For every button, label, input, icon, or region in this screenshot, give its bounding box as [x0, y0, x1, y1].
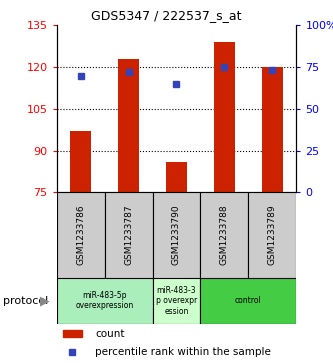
Bar	[63, 330, 82, 337]
Text: GSM1233788: GSM1233788	[220, 205, 229, 265]
Bar	[214, 42, 235, 192]
Text: percentile rank within the sample: percentile rank within the sample	[95, 347, 271, 357]
Bar	[153, 192, 200, 278]
Text: GSM1233789: GSM1233789	[268, 205, 277, 265]
Bar	[200, 192, 248, 278]
Text: GSM1233790: GSM1233790	[172, 205, 181, 265]
Bar	[166, 162, 187, 192]
Text: protocol: protocol	[3, 296, 49, 306]
Bar	[57, 192, 105, 278]
Bar	[248, 192, 296, 278]
Text: GSM1233787: GSM1233787	[124, 205, 133, 265]
Bar	[200, 278, 296, 324]
Text: miR-483-3
p overexpr
ession: miR-483-3 p overexpr ession	[156, 286, 197, 316]
Text: GSM1233786: GSM1233786	[76, 205, 85, 265]
Text: miR-483-5p
overexpression: miR-483-5p overexpression	[76, 291, 134, 310]
Bar	[105, 192, 153, 278]
Bar	[118, 59, 139, 192]
Bar	[153, 278, 200, 324]
Text: GDS5347 / 222537_s_at: GDS5347 / 222537_s_at	[91, 9, 242, 22]
Text: control: control	[235, 296, 262, 305]
Text: count: count	[95, 329, 125, 339]
Bar	[262, 67, 283, 192]
Text: ▶: ▶	[40, 294, 50, 307]
Bar	[57, 278, 153, 324]
Bar	[70, 131, 91, 192]
